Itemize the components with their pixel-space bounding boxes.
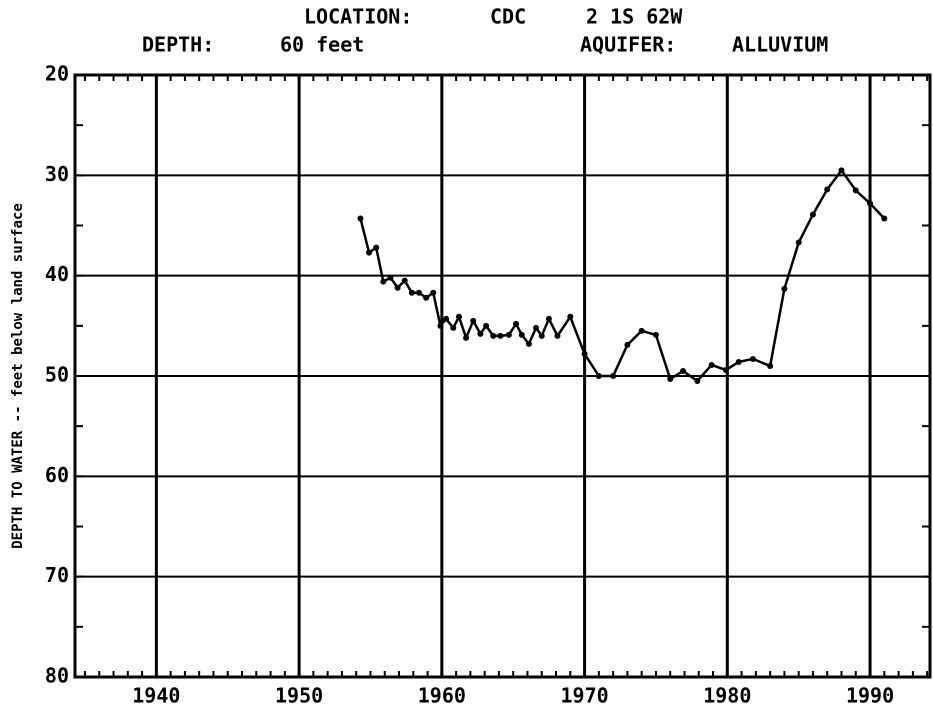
data-point <box>595 373 602 379</box>
data-point <box>477 330 484 337</box>
data-point <box>387 274 394 281</box>
data-point <box>538 332 545 339</box>
aquifer-label: AQUIFER: <box>580 33 676 57</box>
data-point <box>525 340 532 347</box>
data-point <box>795 239 802 246</box>
data-point <box>581 350 588 357</box>
data-point <box>624 341 631 348</box>
data-point <box>373 244 380 251</box>
data-point <box>401 277 408 284</box>
x-tick-label: 1990 <box>846 684 894 708</box>
data-point <box>394 284 401 291</box>
data-point <box>366 249 373 256</box>
plot-frame <box>73 73 932 679</box>
x-tick-label: 1980 <box>703 684 751 708</box>
data-point <box>708 361 715 368</box>
y-tick-label: 80 <box>45 664 69 688</box>
depth-label: DEPTH: <box>142 33 214 57</box>
location-value: 2 1S 62W <box>586 5 683 29</box>
data-point <box>490 332 497 339</box>
y-tick-label: 40 <box>45 262 69 286</box>
y-tick-label: 60 <box>45 463 69 487</box>
data-point <box>667 376 674 383</box>
data-point <box>497 332 504 339</box>
data-point <box>767 362 774 369</box>
depth-value: 60 feet <box>280 33 364 57</box>
y-axis-label: DEPTH TO WATER -- feet below land surfac… <box>10 203 26 549</box>
aquifer-value: ALLUVIUM <box>732 33 828 57</box>
data-point <box>408 289 415 296</box>
data-point <box>867 200 874 207</box>
data-point <box>357 215 364 222</box>
data-point <box>638 327 645 334</box>
data-point <box>652 331 659 338</box>
data-point <box>415 289 422 296</box>
data-point <box>722 366 729 373</box>
x-tick-label: 1970 <box>560 684 608 708</box>
data-point <box>437 322 444 329</box>
y-tick-label: 20 <box>45 62 69 86</box>
data-point <box>809 211 816 218</box>
data-point <box>750 355 757 362</box>
data-point <box>443 315 450 322</box>
data-point <box>505 331 512 338</box>
x-tick-label: 1940 <box>132 684 180 708</box>
data-point <box>533 324 540 331</box>
data-point <box>470 317 477 324</box>
data-point <box>838 167 845 174</box>
data-point <box>450 324 457 331</box>
data-point <box>513 320 520 327</box>
data-point <box>518 331 525 338</box>
x-tick-label: 1950 <box>275 684 323 708</box>
y-tick-label: 70 <box>45 563 69 587</box>
data-point <box>423 294 430 301</box>
data-point <box>781 285 788 292</box>
data-point <box>694 378 701 385</box>
data-point <box>463 334 470 341</box>
data-point <box>483 322 490 329</box>
location-label: LOCATION: <box>304 5 412 29</box>
location-code: CDC <box>490 5 526 29</box>
data-point <box>545 315 552 322</box>
data-point <box>455 313 462 320</box>
data-point <box>680 367 687 374</box>
data-point <box>881 215 888 222</box>
data-point <box>735 358 742 365</box>
data-point <box>554 332 561 339</box>
data-point <box>610 373 617 379</box>
y-tick-label: 30 <box>45 162 69 186</box>
data-point <box>430 289 437 296</box>
x-tick-label: 1960 <box>418 684 466 708</box>
data-point <box>852 187 859 194</box>
data-point <box>824 186 831 193</box>
data-point <box>567 313 574 320</box>
y-tick-label: 50 <box>45 363 69 387</box>
data-point <box>380 278 387 285</box>
data-line <box>359 168 886 383</box>
